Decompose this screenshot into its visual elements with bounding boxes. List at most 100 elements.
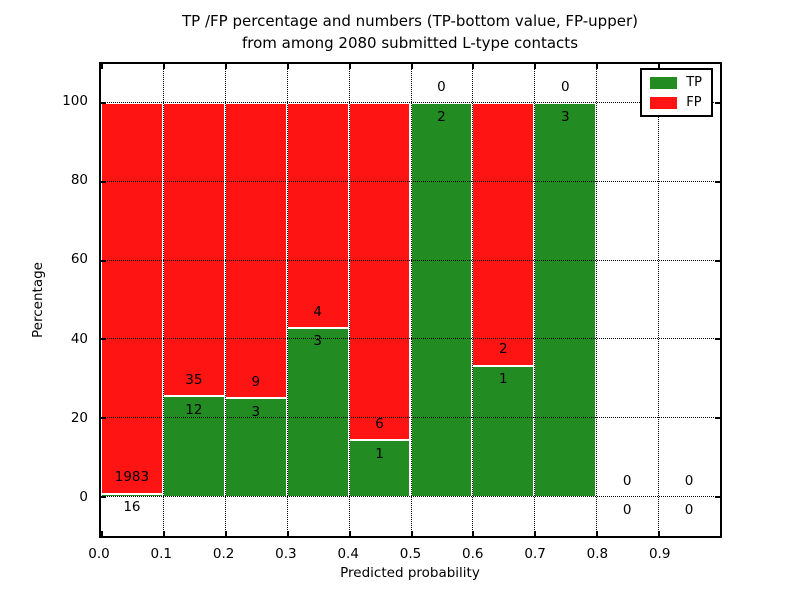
plot-area: TP FP 1983 16 35 12 9 3 4 3 6 1 0 2 2 1 0 3 0 0 0 0	[99, 62, 722, 538]
x-gridline	[596, 64, 598, 536]
x-tick-mark-top	[224, 64, 227, 69]
y-gridline	[101, 102, 720, 104]
x-gridline	[472, 64, 474, 536]
x-tick-label: 0.0	[88, 546, 110, 562]
y-tick-mark-right	[715, 417, 720, 419]
fp-count-label: 0	[622, 472, 632, 489]
tp-count-label: 3	[560, 108, 570, 125]
fp-count-label: 6	[375, 416, 384, 433]
y-tick-label: 0	[79, 489, 88, 506]
x-tick-mark-top	[101, 64, 103, 69]
y-tick-label: 20	[70, 410, 88, 426]
chart-title-line1: TP /FP percentage and numbers (TP-bottom…	[182, 12, 638, 30]
legend-entry-fp: FP	[650, 96, 702, 109]
bar-tp-segment	[410, 103, 473, 497]
y-tick-mark	[101, 181, 106, 183]
x-tick-mark-top	[596, 64, 599, 69]
x-gridline	[534, 64, 536, 536]
x-tick-label: 0.6	[462, 546, 484, 562]
y-tick-mark-right	[715, 102, 720, 105]
x-tick-mark-top	[348, 64, 351, 69]
y-gridline	[101, 338, 720, 340]
x-tick-mark	[410, 531, 413, 536]
fp-count-label: 1983	[114, 469, 150, 486]
y-tick-label: 60	[70, 251, 88, 268]
legend-label-fp: FP	[686, 95, 702, 110]
x-gridline	[658, 64, 660, 536]
x-tick-label: 0.3	[275, 546, 297, 562]
tp-count-label: 2	[437, 108, 446, 125]
y-tick-mark-right	[715, 338, 720, 341]
x-gridline	[286, 64, 288, 536]
tp-count-label: 1	[499, 370, 508, 387]
x-tick-label: 0.7	[524, 546, 546, 562]
y-tick-label: 100	[62, 92, 88, 109]
legend-swatch-fp-icon	[650, 96, 678, 109]
y-gridline	[101, 495, 720, 497]
y-gridline	[101, 259, 720, 261]
x-tick-mark-top	[286, 64, 289, 69]
fp-count-label: 4	[313, 303, 322, 320]
bar-tp-segment	[348, 440, 411, 497]
bar-tp-segment	[472, 365, 535, 497]
x-tick-mark	[101, 531, 103, 536]
x-gridline	[162, 64, 164, 536]
tp-count-label: 16	[123, 498, 141, 515]
y-gridline	[101, 417, 720, 418]
y-tick-mark	[101, 259, 106, 262]
x-tick-mark-top	[162, 64, 165, 69]
bar-tp-segment	[534, 103, 597, 497]
x-tick-mark-top	[534, 64, 537, 69]
y-tick-mark-right	[715, 259, 720, 262]
y-gridline	[101, 181, 720, 182]
x-tick-label: 0.4	[337, 546, 359, 562]
x-tick-label: 0.5	[399, 546, 422, 562]
bar-fp-segment	[101, 103, 163, 494]
x-tick-mark	[658, 531, 661, 536]
bar-tp-segment	[162, 396, 225, 497]
y-tick-label: 80	[70, 172, 88, 188]
y-tick-mark	[101, 417, 106, 419]
x-tick-mark-top	[658, 64, 661, 69]
fp-count-label: 9	[251, 374, 261, 391]
fp-count-label: 2	[499, 341, 508, 358]
bar-fp-segment	[472, 103, 535, 366]
legend: TP FP	[640, 68, 713, 117]
x-tick-mark	[162, 531, 165, 536]
y-tick-mark	[101, 102, 106, 105]
bar-fp-segment	[348, 103, 411, 441]
tp-count-label: 3	[251, 403, 261, 420]
y-tick-mark	[101, 495, 106, 498]
x-gridline	[224, 64, 226, 536]
bar-fp-segment	[224, 103, 287, 399]
x-tick-label: 0.9	[648, 546, 671, 562]
y-tick-mark-right	[715, 495, 720, 498]
x-tick-mark	[224, 531, 227, 536]
x-gridline	[410, 64, 412, 536]
x-gridline	[348, 64, 350, 536]
x-tick-label: 0.1	[150, 546, 173, 562]
legend-swatch-tp-icon	[650, 76, 678, 89]
bar-fp-segment	[286, 103, 349, 329]
tp-count-label: 12	[185, 401, 203, 418]
fp-count-label: 0	[684, 472, 694, 489]
x-tick-label: 0.2	[212, 546, 235, 562]
y-tick-mark-right	[715, 181, 720, 183]
x-tick-mark	[596, 531, 599, 536]
tp-count-label: 0	[684, 502, 694, 519]
chart-title-line2: from among 2080 submitted L-type contact…	[241, 34, 579, 52]
x-tick-mark-top	[410, 64, 413, 69]
tp-count-label: 0	[622, 502, 632, 519]
x-tick-mark	[534, 531, 537, 536]
fp-count-label: 35	[185, 372, 203, 389]
bar-tp-segment	[286, 328, 349, 497]
fp-count-label: 0	[560, 79, 570, 96]
chart-title: TP /FP percentage and numbers (TP-bottom…	[182, 10, 638, 54]
x-tick-mark	[472, 531, 475, 536]
tp-count-label: 1	[375, 445, 384, 462]
y-tick-mark	[101, 338, 106, 341]
x-tick-label: 0.8	[586, 546, 609, 562]
x-axis-label: Predicted probability	[340, 565, 480, 581]
fp-count-label: 0	[437, 79, 446, 96]
